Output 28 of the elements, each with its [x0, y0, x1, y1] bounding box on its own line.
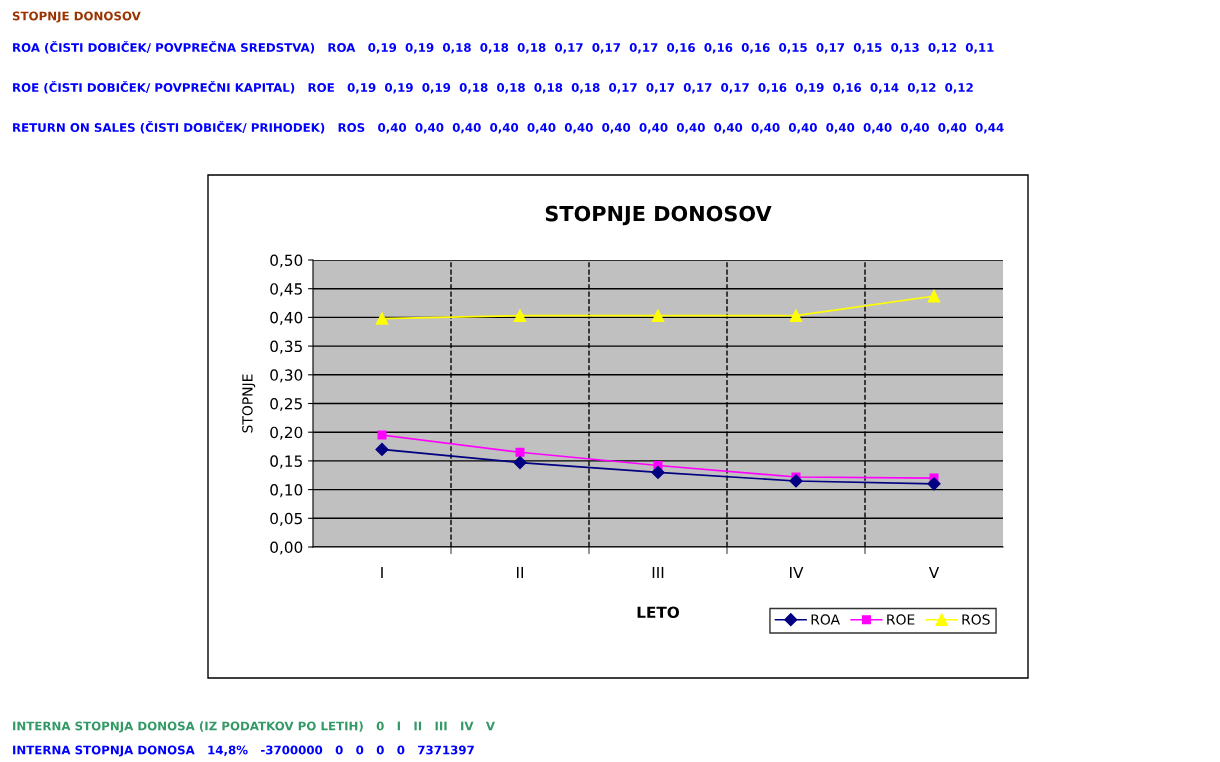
y-tick-label: 0,30: [270, 369, 303, 383]
x-tick-label: IV: [790, 566, 804, 579]
text: INTERNA STOPNJA DONOSA (IZ PODATKOV PO LETIH) 0 I II III IV V: [13, 721, 495, 733]
text: ROA (ČISTI DOBIČEK/ POVPREČNA SREDSTVA) ROA 0,19 0,19 0,18 0,18 0,18 0,17 0,17 0,17 0,16 0,16 0,16 0,15 0,17 0,15 0,13 0,12 0,11: [13, 40, 994, 54]
x-tick-label: I: [381, 566, 383, 579]
x-tick-label: II: [516, 566, 523, 579]
legend-label: ROS: [962, 614, 990, 625]
y-tick-label: 0,45: [270, 283, 302, 297]
x-axis-title: LETO: [637, 606, 680, 619]
y-tick-label: 0,10: [270, 484, 303, 498]
y-tick-label: 0,20: [270, 426, 303, 440]
y-tick-label: 0,40: [270, 311, 303, 325]
y-tick-label: 0,05: [270, 512, 302, 526]
legend-label: ROA: [811, 614, 840, 625]
y-tick-label: 0,00: [270, 541, 303, 555]
x-tick-label: V: [928, 566, 940, 579]
y-tick-label: 0,15: [270, 455, 302, 469]
text: ROE (ČISTI DOBIČEK/ POVPREČNI KAPITAL) ROE 0,19 0,19 0,19 0,18 0,18 0,18 0,18 0,17 0,17 0,17 0,17 0,16 0,19 0,16 0,14 0,12 0,12: [13, 80, 973, 94]
text: STOPNJE DONOSOV: [12, 11, 141, 23]
y-tick-label: 0,50: [270, 254, 303, 268]
legend-label: ROE: [887, 614, 915, 625]
y-tick-label: 0,25: [270, 397, 302, 412]
y-tick-label: 0,35: [270, 340, 302, 354]
y-axis-title: STOPNJE: [242, 374, 256, 433]
text: INTERNA STOPNJA DONOSA 14,8% -3700000 0 0 0 0 7371397: [13, 745, 474, 757]
text: RETURN ON SALES (ČISTI DOBIČEK/ PRIHODEK) ROS 0,40 0,40 0,40 0,40 0,40 0,40 0,40 0,40 0,40 0,40 0,40 0,40 0,40 0,40 0,40 0,40 0,44: [13, 120, 1004, 134]
chart-title: STOPNJE DONOSOV: [545, 205, 772, 226]
x-tick-label: III: [652, 566, 664, 579]
